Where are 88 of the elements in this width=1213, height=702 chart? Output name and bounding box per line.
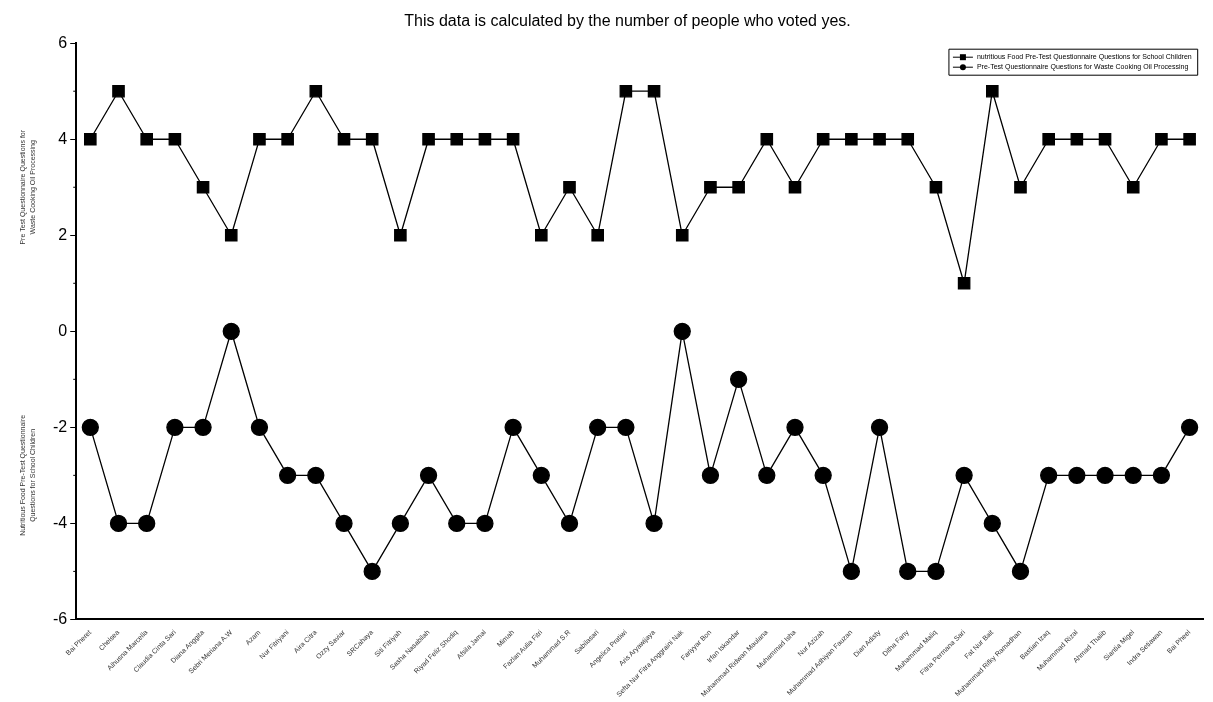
point <box>278 466 297 485</box>
point <box>194 418 212 436</box>
point <box>901 132 915 146</box>
point <box>955 466 973 485</box>
point <box>535 228 548 242</box>
y-tick-label: 0 <box>58 321 68 339</box>
point <box>1124 466 1142 485</box>
point <box>1098 132 1112 146</box>
point <box>873 132 886 146</box>
point <box>899 562 917 581</box>
point <box>673 322 691 340</box>
point <box>1096 466 1114 485</box>
point <box>363 562 381 581</box>
point <box>196 180 210 194</box>
point <box>1070 132 1084 146</box>
point <box>250 418 269 436</box>
point <box>253 132 266 146</box>
point <box>617 418 635 436</box>
point <box>1155 132 1168 146</box>
point <box>140 132 153 146</box>
point <box>645 514 663 533</box>
point <box>309 84 323 98</box>
point <box>224 228 238 242</box>
point <box>476 514 494 533</box>
point <box>138 514 156 533</box>
point <box>222 322 240 340</box>
point <box>701 466 720 485</box>
y-tick-label: 4 <box>58 129 68 147</box>
y-tick-label: -6 <box>52 609 68 627</box>
point <box>422 132 435 146</box>
point <box>563 180 576 194</box>
point <box>478 132 492 146</box>
y-tick-label: 6 <box>58 33 68 51</box>
y-tick-label: -4 <box>52 513 68 531</box>
point <box>112 84 125 98</box>
point <box>560 514 579 533</box>
point <box>591 228 604 242</box>
point <box>1040 466 1058 485</box>
point <box>307 466 325 485</box>
point <box>1183 132 1196 146</box>
point <box>927 562 945 581</box>
point <box>281 132 294 146</box>
point <box>760 132 774 146</box>
point <box>1126 180 1140 194</box>
chart-title: This data is calculated by the number of people who voted yes. <box>404 12 851 30</box>
point <box>532 466 550 485</box>
point <box>619 84 633 98</box>
point <box>1014 180 1027 194</box>
point <box>1152 466 1171 485</box>
point <box>506 132 520 146</box>
point <box>704 180 717 194</box>
point <box>929 180 943 194</box>
point <box>842 562 861 581</box>
point <box>337 132 351 146</box>
point <box>1068 466 1086 485</box>
point <box>983 514 1001 533</box>
point <box>335 514 353 533</box>
point <box>647 84 661 98</box>
point <box>81 418 99 436</box>
y-tick-label: -2 <box>52 417 68 435</box>
point <box>84 132 97 146</box>
point <box>166 418 184 436</box>
point <box>1180 418 1199 436</box>
point <box>816 132 830 146</box>
point <box>786 418 804 436</box>
point <box>985 84 999 98</box>
point <box>504 418 522 436</box>
point <box>788 180 802 194</box>
point <box>675 228 689 242</box>
point <box>957 276 971 290</box>
point <box>729 370 748 388</box>
point <box>450 132 464 146</box>
point <box>448 514 466 533</box>
point <box>814 466 832 485</box>
point <box>870 418 889 436</box>
point <box>391 514 410 533</box>
point <box>758 466 776 485</box>
point <box>109 514 128 533</box>
point <box>1042 132 1055 146</box>
point <box>168 132 182 146</box>
point <box>732 180 745 194</box>
y-tick-label: 2 <box>58 225 68 243</box>
point <box>365 132 379 146</box>
point <box>589 418 607 436</box>
point <box>419 466 438 485</box>
point <box>1011 562 1030 581</box>
point <box>845 132 858 146</box>
point <box>394 228 407 242</box>
